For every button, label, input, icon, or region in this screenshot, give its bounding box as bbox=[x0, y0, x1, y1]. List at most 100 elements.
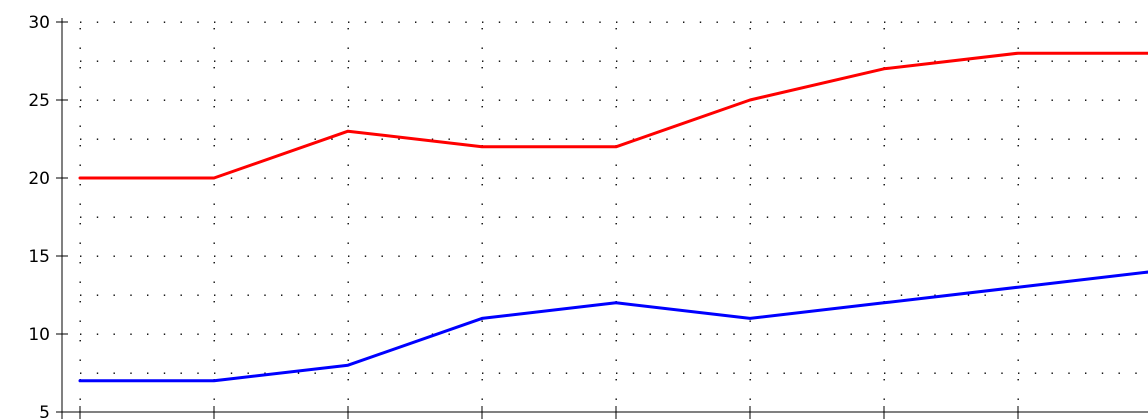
grid-dot bbox=[481, 106, 483, 108]
grid-dot bbox=[230, 255, 233, 257]
grid-dot bbox=[532, 372, 534, 374]
grid-dot bbox=[800, 294, 802, 296]
grid-dot bbox=[716, 99, 718, 101]
grid-dot bbox=[1101, 294, 1104, 296]
grid-dot bbox=[733, 216, 735, 218]
grid-dot bbox=[364, 99, 367, 101]
grid-dot bbox=[515, 60, 517, 62]
grid-dot bbox=[883, 359, 885, 361]
grid-dot bbox=[951, 216, 953, 218]
grid-dot bbox=[498, 177, 501, 179]
grid-dot bbox=[80, 372, 82, 374]
grid-dot bbox=[314, 255, 316, 257]
grid-dot bbox=[616, 216, 618, 218]
grid-dot bbox=[649, 60, 651, 62]
grid-dot bbox=[180, 255, 182, 257]
grid-dot bbox=[1118, 99, 1120, 101]
grid-dot bbox=[398, 138, 400, 140]
grid-dot bbox=[197, 294, 199, 296]
grid-dot bbox=[883, 242, 885, 244]
grid-dot bbox=[213, 184, 215, 186]
grid-dot bbox=[213, 223, 215, 225]
x-ticks bbox=[79, 406, 1019, 419]
grid-dot bbox=[481, 223, 483, 225]
grid-dot bbox=[264, 177, 266, 179]
grid-dot bbox=[247, 99, 249, 101]
grid-dot bbox=[348, 333, 350, 335]
grid-dot bbox=[615, 125, 617, 127]
grid-dot bbox=[616, 60, 618, 62]
grid-dot bbox=[314, 138, 316, 140]
grid-dot bbox=[96, 138, 99, 140]
grid-dot bbox=[967, 21, 970, 23]
grid-dot bbox=[934, 372, 936, 374]
grid-dot bbox=[850, 177, 852, 179]
grid-dot bbox=[632, 333, 635, 335]
grid-dot bbox=[783, 99, 785, 101]
grid-dot bbox=[900, 21, 903, 23]
grid-dot bbox=[749, 301, 751, 303]
grid-dot bbox=[214, 60, 216, 62]
grid-dot bbox=[415, 99, 417, 101]
grid-dot bbox=[79, 359, 81, 361]
grid-dot bbox=[833, 21, 836, 23]
grid-dot bbox=[415, 60, 417, 62]
grid-dot bbox=[80, 138, 82, 140]
grid-dot bbox=[984, 138, 986, 140]
grid-dot bbox=[884, 294, 886, 296]
grid-dot bbox=[348, 138, 350, 140]
grid-dot bbox=[833, 177, 836, 179]
grid-dot bbox=[883, 340, 885, 342]
grid-dot bbox=[1001, 294, 1003, 296]
grid-dot bbox=[900, 216, 903, 218]
grid-dot bbox=[1051, 60, 1053, 62]
grid-dot bbox=[833, 138, 836, 140]
grid-dot bbox=[766, 255, 769, 257]
grid bbox=[79, 21, 1137, 400]
grid-dot bbox=[934, 99, 936, 101]
grid-dot bbox=[783, 21, 785, 23]
grid-dot bbox=[749, 340, 751, 342]
grid-dot bbox=[314, 333, 316, 335]
grid-dot bbox=[1118, 372, 1120, 374]
grid-dot bbox=[599, 138, 601, 140]
grid-dot bbox=[180, 294, 182, 296]
grid-dot bbox=[951, 372, 953, 374]
grid-dot bbox=[180, 216, 182, 218]
grid-dot bbox=[883, 145, 885, 147]
grid-dot bbox=[967, 177, 970, 179]
grid-dot bbox=[649, 138, 651, 140]
y-tick-label: 15 bbox=[28, 247, 50, 267]
grid-dot bbox=[699, 21, 702, 23]
grid-dot bbox=[180, 138, 182, 140]
grid-dot bbox=[549, 294, 551, 296]
series bbox=[78, 51, 1148, 383]
grid-dot bbox=[347, 145, 349, 147]
grid-dot bbox=[900, 99, 903, 101]
grid-dot bbox=[130, 333, 132, 335]
grid-dot bbox=[347, 28, 349, 30]
grid-dot bbox=[1135, 60, 1137, 62]
grid-dot bbox=[1017, 28, 1019, 30]
grid-dot bbox=[481, 242, 483, 244]
grid-dot bbox=[565, 60, 568, 62]
grid-dot bbox=[1068, 333, 1070, 335]
grid-dot bbox=[582, 177, 584, 179]
grid-dot bbox=[515, 216, 517, 218]
grid-dot bbox=[163, 138, 166, 140]
grid-dot bbox=[984, 255, 986, 257]
grid-dot bbox=[398, 60, 400, 62]
grid-dot bbox=[599, 372, 601, 374]
grid-dot bbox=[113, 294, 115, 296]
grid-dot bbox=[1051, 99, 1053, 101]
grid-dot bbox=[347, 184, 349, 186]
grid-dot bbox=[750, 372, 752, 374]
grid-dot bbox=[884, 99, 886, 101]
grid-dot bbox=[431, 216, 434, 218]
grid-dot bbox=[984, 294, 986, 296]
grid-dot bbox=[347, 301, 349, 303]
grid-dot bbox=[213, 262, 215, 264]
grid-dot bbox=[900, 60, 903, 62]
grid-dot bbox=[230, 177, 233, 179]
grid-dot bbox=[883, 320, 885, 322]
